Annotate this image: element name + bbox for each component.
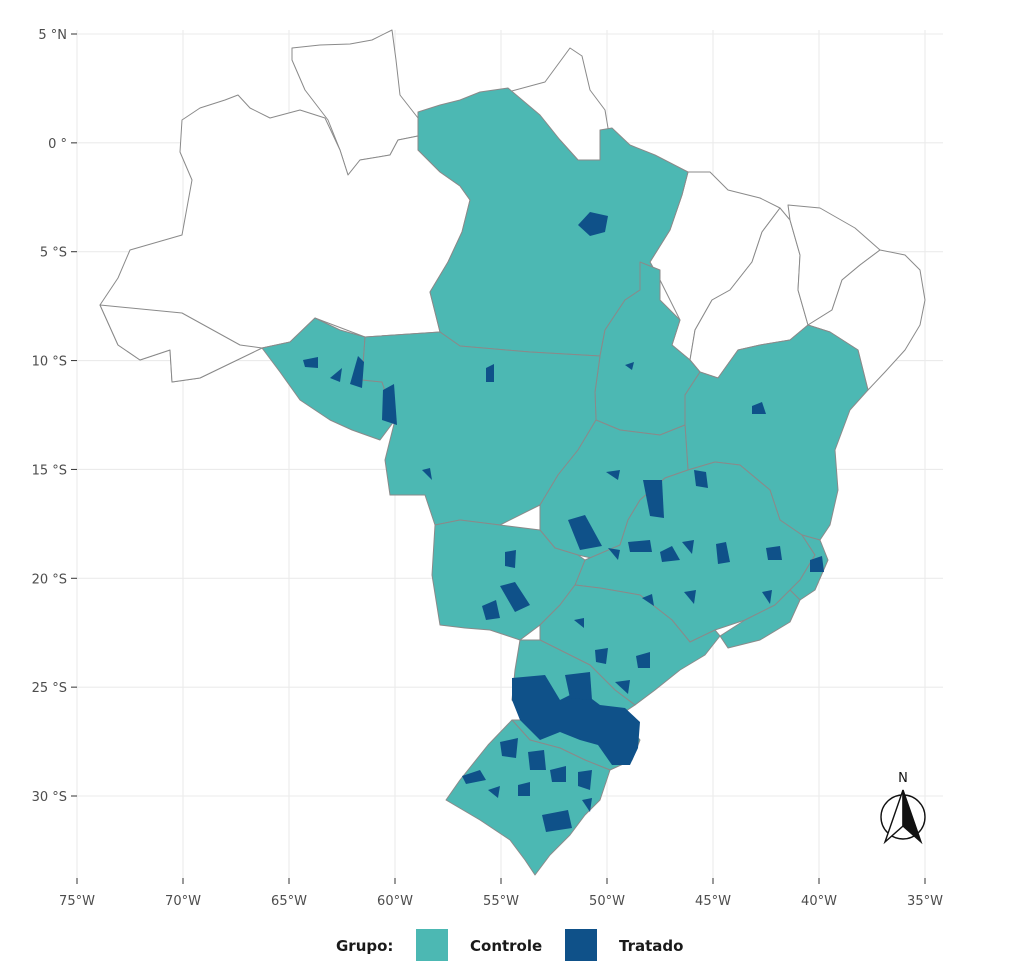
y-tick-label: 25 °S [32,681,67,696]
tratado-area [595,648,608,664]
state-sao-paulo [539,584,721,706]
states-layer [99,29,926,876]
tratado-area [684,590,696,604]
tratado-area [542,810,572,832]
y-tick-label: 0 ° [48,137,67,152]
tratado-area [565,672,592,700]
y-tick-label: 15 °S [32,463,67,478]
tratado-area [488,786,500,798]
tratado-area [642,594,654,606]
legend-swatch-controle [416,929,448,961]
legend-title: Grupo: [336,937,393,955]
tratado-area [716,542,730,564]
north-arrow: N [880,771,926,845]
tratado-area [628,540,652,552]
legend-label-controle: Controle [470,937,542,955]
north-arrow-right-half [902,789,923,845]
tratado-area [578,212,608,236]
tratado-area [303,357,318,368]
tratado-area [382,384,397,425]
tratado-area [636,652,650,668]
tratado-area [500,738,518,758]
x-tick-label: 60°W [377,894,413,909]
y-axis-ticks: 5 °N 0 ° 5 °S 10 °S 15 °S 20 °S 25 °S 30 °S [32,28,77,805]
x-tick-label: 40°W [801,894,837,909]
x-tick-label: 45°W [695,894,731,909]
y-tick-label: 5 °N [38,28,67,43]
state-rio-grande-do-sul [445,719,611,876]
legend: Grupo: Controle Tratado [336,929,683,961]
tratado-area [810,556,824,572]
tratado-area [694,470,708,488]
tratado-area [752,402,766,414]
state-para [417,87,689,357]
north-arrow-label: N [898,771,908,786]
tratado-area [462,770,486,784]
tratado-area [482,600,500,620]
tratado-area [660,546,680,562]
x-tick-label: 35°W [907,894,943,909]
tratado-area [550,766,566,782]
tratado-area [486,364,494,382]
tratado-area [582,798,592,812]
legend-label-tratado: Tratado [619,937,683,955]
tratado-area [606,470,620,480]
tratado-area [625,362,634,370]
tratado-area [762,590,772,604]
y-tick-label: 20 °S [32,572,67,587]
tratado-area [766,546,782,560]
tratado-area [350,356,364,388]
y-tick-label: 10 °S [32,355,67,370]
tratado-area [574,618,584,628]
tratado-area [505,550,516,568]
tratado-area [512,675,640,765]
y-tick-label: 5 °S [40,246,67,261]
tratado-area [608,548,620,560]
x-tick-label: 50°W [589,894,625,909]
tratado-area [615,680,630,694]
tratado-area [682,540,694,554]
tratado-area [568,515,602,550]
tratado-area [330,368,342,382]
legend-swatch-tratado [565,929,597,961]
tratado-area [643,480,664,518]
x-tick-label: 70°W [165,894,201,909]
tratado-area [518,782,530,796]
state-mato-grosso [361,331,601,526]
x-tick-label: 55°W [483,894,519,909]
x-axis-ticks: 75°W 70°W 65°W 60°W 55°W 50°W 45°W 40°W 35°W [59,878,943,909]
tratado-area [422,468,432,480]
state-rio-de-janeiro [719,589,801,649]
x-tick-label: 75°W [59,894,95,909]
tratado-area [528,750,546,770]
y-tick-label: 30 °S [32,790,67,805]
x-tick-label: 65°W [271,894,307,909]
tratado-area [578,770,592,790]
state-acre [99,304,263,383]
tratado-area [500,582,530,612]
tratado-municipalities [303,212,824,832]
north-arrow-left-half [883,789,904,845]
